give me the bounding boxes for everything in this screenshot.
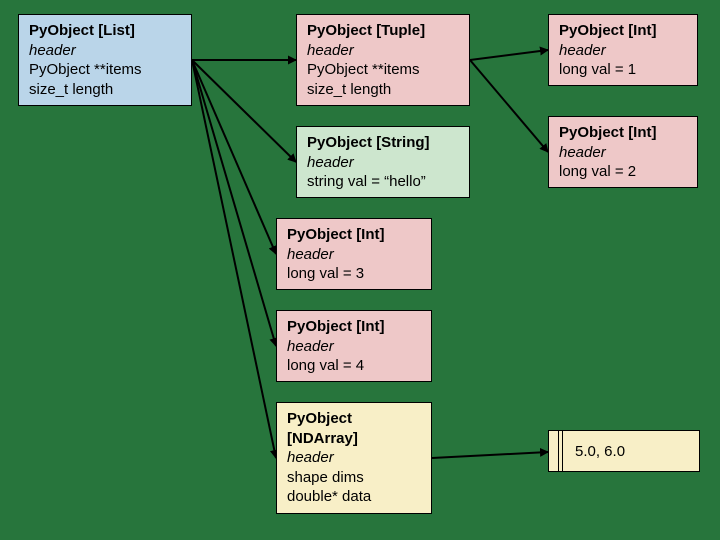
node-line: PyObject **items [307,60,459,80]
node-line: long val = 1 [559,60,687,80]
data-margin [549,431,559,471]
node-title: PyObject [List] [29,21,181,41]
diagram-canvas: PyObject [List] header PyObject **items … [0,0,720,540]
node-title: PyObject [Int] [287,317,421,337]
node-line: long val = 2 [559,162,687,182]
node-string: PyObject [String] header string val = “h… [296,126,470,198]
node-header: header [287,448,421,468]
node-int-1: PyObject [Int] header long val = 1 [548,14,698,86]
node-line: double* data [287,487,421,507]
node-list: PyObject [List] header PyObject **items … [18,14,192,106]
node-header: header [307,41,459,61]
data-content: 5.0, 6.0 [563,431,699,471]
node-title: PyObject [String] [307,133,459,153]
node-int-2: PyObject [Int] header long val = 2 [548,116,698,188]
node-line: size_t length [307,80,459,100]
node-line: string val = “hello” [307,172,459,192]
node-line: size_t length [29,80,181,100]
node-header: header [287,337,421,357]
node-title: PyObject [NDArray] [287,409,421,448]
node-int-3: PyObject [Int] header long val = 3 [276,218,432,290]
node-header: header [559,41,687,61]
node-line: PyObject **items [29,60,181,80]
node-line: long val = 3 [287,264,421,284]
node-header: header [559,143,687,163]
node-line: shape dims [287,468,421,488]
node-header: header [307,153,459,173]
node-title: PyObject [Int] [559,123,687,143]
node-ndarray: PyObject [NDArray] header shape dims dou… [276,402,432,514]
node-data: 5.0, 6.0 [548,430,700,472]
node-header: header [287,245,421,265]
node-header: header [29,41,181,61]
node-tuple: PyObject [Tuple] header PyObject **items… [296,14,470,106]
node-line: long val = 4 [287,356,421,376]
node-title: PyObject [Tuple] [307,21,459,41]
node-int-4: PyObject [Int] header long val = 4 [276,310,432,382]
node-title: PyObject [Int] [287,225,421,245]
node-title: PyObject [Int] [559,21,687,41]
